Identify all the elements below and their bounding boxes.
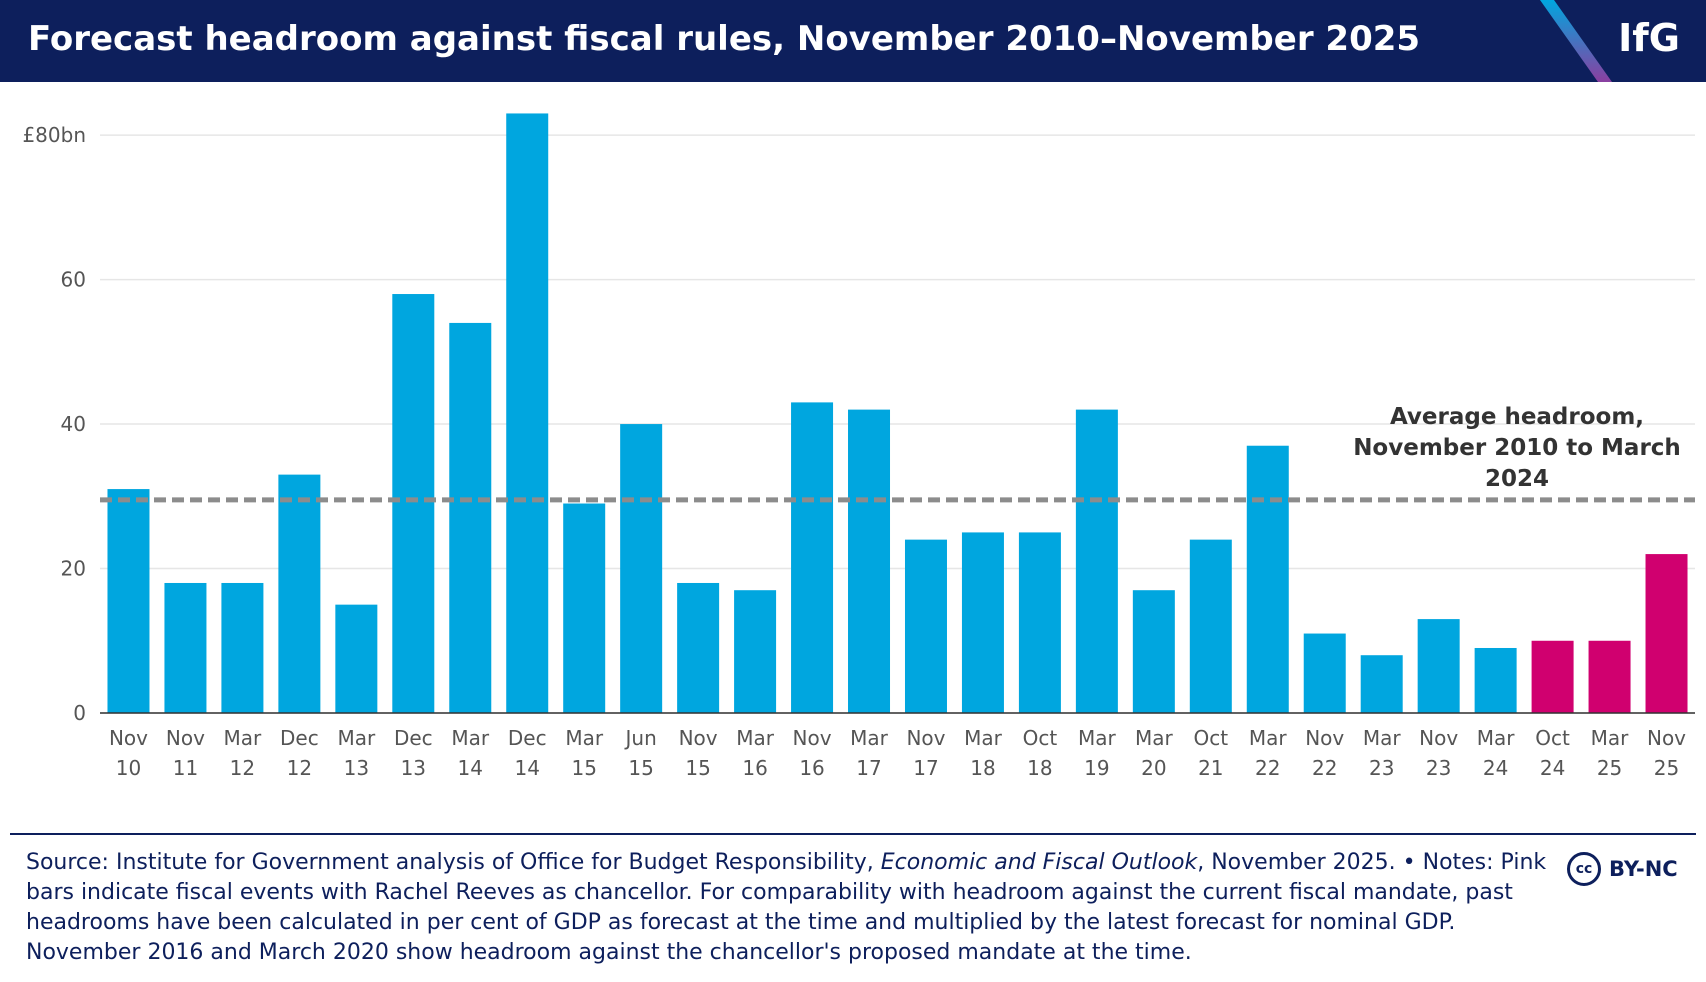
- bar: [1303, 633, 1346, 713]
- x-tick-label: Mar 16: [736, 726, 775, 780]
- bar: [1360, 655, 1403, 713]
- x-tick-label: Dec 13: [394, 726, 433, 780]
- x-tick-label: Nov 23: [1419, 726, 1458, 780]
- y-tick-label: £80bn: [22, 123, 86, 147]
- x-tick-label: Nov 25: [1647, 726, 1686, 780]
- bar: [734, 590, 777, 713]
- bar: [1588, 640, 1631, 713]
- bar: [1018, 532, 1061, 713]
- x-tick-label: Mar 19: [1078, 726, 1117, 780]
- x-tick-label: Mar 24: [1477, 726, 1516, 780]
- x-tick-label: Nov 10: [109, 726, 148, 780]
- chart: 0 20 40 60 £80bn Nov 10 Nov 11 Mar 12 Dec 12 Mar 13 Dec…: [22, 113, 1695, 780]
- y-tick-label: 60: [61, 268, 86, 292]
- y-tick-label: 20: [61, 557, 86, 581]
- footer-notes: Source: Institute for Government analysi…: [26, 848, 1556, 968]
- bar: [1132, 590, 1175, 713]
- x-tick-label: Nov 16: [793, 726, 832, 780]
- license-text: BY-NC: [1609, 857, 1678, 881]
- bar: [278, 474, 321, 713]
- x-tick-label: Nov 17: [906, 726, 945, 780]
- logo-stripe: [1540, 0, 1612, 82]
- chart-title: Forecast headroom against fiscal rules, …: [28, 19, 1421, 59]
- bar: [961, 532, 1004, 713]
- bar: [1474, 647, 1517, 713]
- bar: [392, 294, 435, 713]
- x-tick-label: Oct 24: [1535, 726, 1570, 780]
- bar: [677, 582, 720, 713]
- bar: [1246, 445, 1289, 713]
- bar: [335, 604, 378, 713]
- bar: [1417, 619, 1460, 713]
- x-tick-label: Mar 14: [451, 726, 490, 780]
- x-tick-label: Nov 22: [1305, 726, 1344, 780]
- x-tick-label: Mar 12: [224, 726, 263, 780]
- x-tick-label: Oct 21: [1194, 726, 1229, 780]
- bar: [563, 503, 606, 713]
- logo: IfG: [1618, 16, 1680, 60]
- cc-icon: cc: [1567, 852, 1601, 886]
- x-tick-label: Jun 15: [624, 726, 657, 780]
- header: Forecast headroom against fiscal rules, …: [0, 0, 1706, 82]
- bar: [791, 402, 834, 713]
- bar: [620, 424, 663, 713]
- bar: [1075, 409, 1118, 713]
- bar: [1645, 554, 1688, 713]
- x-tick-label: Oct 18: [1023, 726, 1058, 780]
- bar: [848, 409, 891, 713]
- bar: [1531, 640, 1574, 713]
- y-tick-label: 40: [61, 412, 86, 436]
- bar: [904, 539, 947, 713]
- source-title: Economic and Fiscal Outlook: [880, 850, 1198, 875]
- bar: [449, 322, 492, 713]
- x-tick-label: Nov 15: [679, 726, 718, 780]
- bar: [164, 582, 207, 713]
- source: Source: Institute for Government analysi…: [26, 850, 881, 875]
- x-tick-label: Mar 20: [1135, 726, 1174, 780]
- y-tick-label: 0: [73, 701, 86, 725]
- license: cc BY-NC: [1567, 852, 1678, 886]
- reference-label: Average headroom, November 2010 to March…: [1353, 404, 1681, 492]
- x-tick-label: Dec 14: [508, 726, 547, 780]
- x-tick-label: Mar 22: [1249, 726, 1288, 780]
- bar: [107, 489, 150, 713]
- x-tick-label: Mar 17: [850, 726, 889, 780]
- x-tick-label: Mar 25: [1591, 726, 1630, 780]
- footer-rule: [10, 833, 1696, 835]
- x-tick-label: Dec 12: [280, 726, 319, 780]
- x-tick-label: Mar 15: [565, 726, 604, 780]
- bar: [221, 582, 264, 713]
- bar: [506, 113, 549, 713]
- bar: [1189, 539, 1232, 713]
- x-tick-label: Mar 23: [1363, 726, 1402, 780]
- x-tick-label: Mar 18: [964, 726, 1003, 780]
- x-tick-label: Mar 13: [337, 726, 376, 780]
- notes: , November 2025. • Notes: Pink bars indi…: [26, 850, 1547, 965]
- x-tick-label: Nov 11: [166, 726, 205, 780]
